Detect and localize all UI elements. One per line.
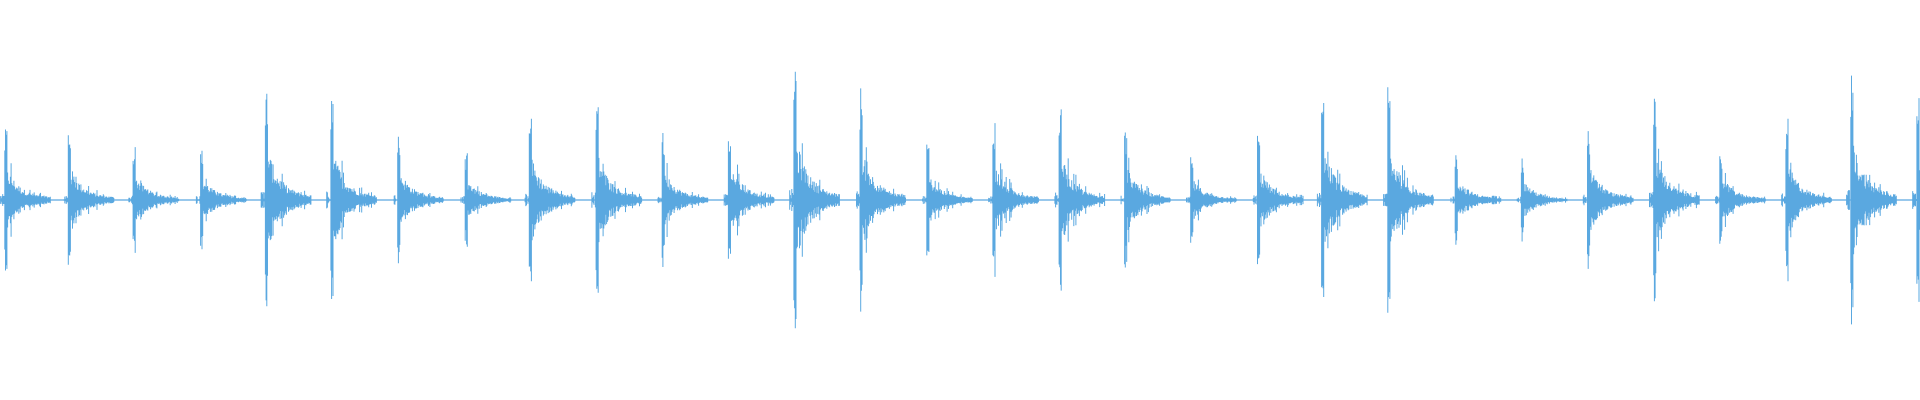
transient [460, 153, 512, 247]
transient [1846, 75, 1897, 325]
transient [326, 101, 377, 299]
transient [0, 129, 51, 271]
transient [1450, 155, 1502, 245]
transient [1912, 98, 1920, 302]
transient [393, 136, 444, 264]
transient [128, 147, 180, 253]
transient [260, 93, 312, 307]
transient [723, 141, 775, 259]
transient [657, 133, 709, 267]
transient [63, 135, 115, 265]
transient [1582, 131, 1634, 269]
transient [1383, 87, 1434, 313]
transient [1316, 103, 1368, 297]
transient [922, 144, 973, 256]
transient [524, 118, 576, 282]
transient [1054, 109, 1106, 291]
transient [1715, 156, 1766, 244]
transient [1119, 132, 1171, 268]
transient [789, 71, 840, 329]
transient [855, 88, 906, 312]
transient [195, 150, 247, 250]
transient [1252, 135, 1304, 265]
transient [1516, 158, 1568, 242]
transient [1186, 157, 1237, 243]
transient [988, 123, 1039, 277]
transient [1649, 98, 1700, 302]
transient [1781, 118, 1832, 282]
transient [591, 107, 643, 293]
